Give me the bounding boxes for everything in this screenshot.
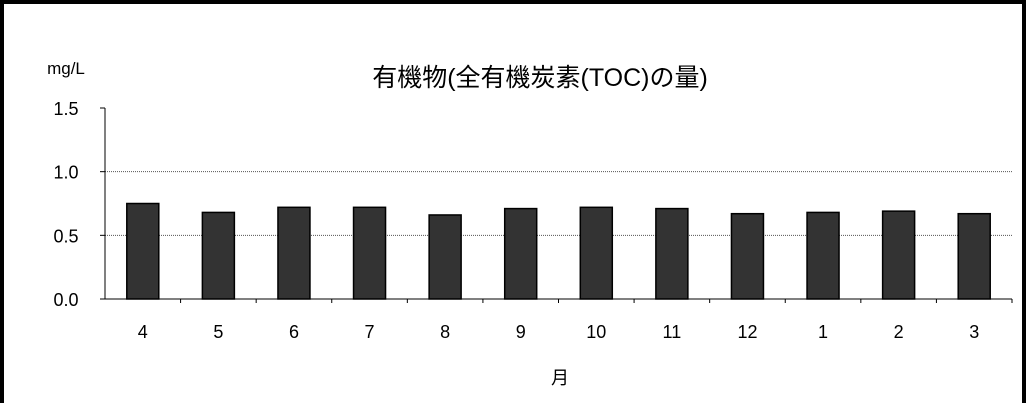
x-axis-label: 月 (551, 368, 569, 388)
bar (655, 207, 689, 300)
x-tick-label: 5 (213, 322, 223, 342)
bar (806, 211, 840, 300)
bar (352, 206, 387, 300)
chart-title: 有機物(全有機炭素(TOC)の量) (372, 64, 708, 92)
x-tick-label: 3 (969, 322, 979, 342)
bar (126, 202, 160, 300)
bar (201, 211, 236, 300)
x-tick-label: 4 (138, 322, 148, 342)
y-tick-label: 1.0 (53, 163, 78, 183)
bar (428, 214, 462, 300)
x-tick-label: 10 (586, 322, 606, 342)
gridlines (105, 171, 1012, 236)
x-tick-label: 2 (894, 322, 904, 342)
x-tick-label: 6 (289, 322, 299, 342)
bar (277, 206, 311, 300)
x-tick-label: 12 (737, 322, 757, 342)
bar (881, 210, 916, 300)
bar (730, 212, 765, 300)
x-tick-label: 8 (440, 322, 450, 342)
bar (957, 212, 991, 300)
x-tick-label: 11 (663, 322, 682, 342)
x-tick-label: 9 (516, 322, 526, 342)
y-tick-label: 0.5 (53, 226, 78, 246)
y-tick-label: 0.0 (53, 290, 78, 310)
y-unit-label: mg/L (47, 59, 85, 78)
x-tick-label: 7 (365, 322, 375, 342)
bar (503, 207, 538, 300)
x-tick-label: 1 (818, 322, 828, 342)
axes (104, 108, 1012, 300)
y-tick-label: 1.5 (53, 99, 78, 119)
x-axis-ticks: 4 5 6 7 8 9 10 11 12 1 2 3 (138, 299, 1013, 342)
bars (126, 202, 991, 300)
y-axis-ticks: 0.0 0.5 1.0 1.5 (53, 99, 105, 310)
bar (579, 206, 614, 300)
